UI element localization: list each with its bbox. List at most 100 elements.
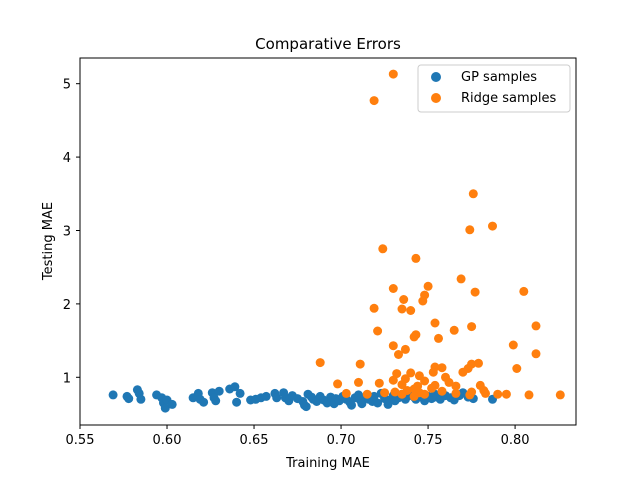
ridge-samples-point-2 bbox=[468, 189, 478, 199]
y-axis-label: Testing MAE bbox=[41, 202, 56, 281]
ridge-samples-point-66 bbox=[341, 388, 351, 398]
gp-samples-point-29 bbox=[272, 393, 282, 403]
ridge-samples-point-55 bbox=[451, 381, 461, 391]
gp-samples-point-19 bbox=[214, 386, 224, 396]
gp-samples-point-2 bbox=[124, 394, 134, 404]
chart-title: Comparative Errors bbox=[255, 35, 401, 53]
gp-samples-point-60 bbox=[369, 391, 379, 401]
x-tick-label-5: 0.80 bbox=[501, 433, 530, 448]
ridge-samples-point-25 bbox=[434, 333, 443, 343]
y-tick-label-1: 2 bbox=[63, 298, 71, 313]
ridge-samples-point-24 bbox=[409, 332, 419, 342]
ridge-samples-point-10 bbox=[470, 287, 480, 297]
ridge-samples-point-18 bbox=[430, 318, 440, 328]
ridge-samples-point-68 bbox=[380, 388, 390, 398]
ridge-samples-point-26 bbox=[388, 341, 398, 351]
ridge-samples-point-65 bbox=[493, 389, 503, 399]
legend-box bbox=[417, 64, 571, 113]
ridge-samples-point-21 bbox=[449, 325, 459, 335]
ridge-samples-point-4 bbox=[465, 225, 475, 235]
x-axis-label: Training MAE bbox=[285, 456, 370, 471]
ridge-samples-point-51 bbox=[444, 377, 454, 387]
gp-samples-point-27 bbox=[261, 391, 271, 401]
x-tick-label-1: 0.60 bbox=[153, 433, 182, 448]
legend-marker-ridge-samples bbox=[431, 93, 441, 103]
y-tick-label-3: 4 bbox=[63, 151, 71, 166]
x-axis-ticks: 0.55 0.60 0.65 0.70 0.75 0.80 bbox=[66, 425, 530, 448]
ridge-samples-point-1 bbox=[369, 96, 379, 106]
y-tick-label-2: 3 bbox=[63, 224, 71, 239]
ridge-samples-point-69 bbox=[397, 389, 407, 399]
gp-samples-point-23 bbox=[235, 388, 245, 398]
ridge-samples-point-50 bbox=[333, 379, 343, 389]
ridge-samples-point-72 bbox=[501, 389, 511, 399]
legend-label-ridge-samples: Ridge samples bbox=[461, 91, 557, 106]
ridge-samples-point-14 bbox=[418, 296, 428, 306]
ridge-samples-point-60 bbox=[390, 387, 400, 397]
ridge-samples-point-27 bbox=[508, 340, 518, 350]
ridge-samples-point-17 bbox=[406, 306, 416, 315]
ridge-samples-point-34 bbox=[474, 358, 483, 368]
gp-samples-point-37 bbox=[301, 402, 311, 412]
points-layer bbox=[108, 69, 565, 413]
gp-samples-point-9 bbox=[160, 403, 170, 413]
ridge-samples-point-75 bbox=[409, 391, 419, 401]
gp-samples-point-22 bbox=[232, 397, 242, 407]
ridge-samples-point-52 bbox=[397, 380, 407, 390]
ridge-samples-point-20 bbox=[531, 321, 541, 331]
ridge-samples-point-16 bbox=[397, 304, 407, 314]
ridge-samples-point-49 bbox=[374, 378, 384, 388]
ridge-samples-point-40 bbox=[458, 367, 468, 377]
ridge-samples-point-7 bbox=[456, 274, 466, 284]
ridge-samples-point-12 bbox=[519, 286, 529, 296]
gp-samples-point-5 bbox=[136, 394, 146, 404]
gp-samples-point-15 bbox=[199, 397, 209, 407]
y-tick-label-0: 1 bbox=[63, 371, 71, 386]
ridge-samples-point-36 bbox=[437, 363, 447, 373]
gp-samples-point-11 bbox=[167, 399, 177, 409]
ridge-samples-point-62 bbox=[437, 386, 447, 396]
ridge-samples-point-67 bbox=[362, 389, 372, 399]
ridge-samples-point-15 bbox=[369, 303, 379, 313]
ridge-samples-point-47 bbox=[420, 376, 430, 386]
ridge-samples-point-29 bbox=[394, 350, 403, 359]
ridge-samples-point-39 bbox=[428, 367, 438, 377]
ridge-samples-point-5 bbox=[378, 244, 388, 254]
ridge-samples-point-73 bbox=[524, 390, 534, 400]
ridge-samples-point-76 bbox=[465, 390, 475, 400]
plot-frame bbox=[79, 57, 577, 426]
ridge-samples-point-31 bbox=[315, 358, 325, 368]
ridge-samples-point-30 bbox=[531, 349, 541, 359]
ridge-samples-point-38 bbox=[512, 364, 522, 373]
ridge-samples-point-19 bbox=[467, 322, 477, 332]
legend-marker-gp-samples bbox=[431, 72, 441, 82]
ridge-samples-point-6 bbox=[411, 253, 421, 263]
ridge-samples-point-70 bbox=[420, 389, 430, 399]
ridge-samples-point-28 bbox=[400, 344, 410, 354]
x-tick-label-4: 0.75 bbox=[414, 433, 443, 448]
gp-samples-point-18 bbox=[211, 396, 221, 406]
legend: GP samples Ridge samples bbox=[417, 64, 571, 113]
gp-samples-point-0 bbox=[108, 390, 118, 400]
x-tick-label-3: 0.70 bbox=[327, 433, 356, 448]
ridge-samples-point-3 bbox=[488, 221, 497, 231]
ridge-samples-point-77 bbox=[479, 386, 489, 395]
legend-label-gp-samples: GP samples bbox=[461, 70, 537, 85]
ridge-samples-point-22 bbox=[373, 326, 383, 336]
gp-samples-point-52 bbox=[347, 400, 356, 410]
ridge-samples-point-8 bbox=[423, 281, 433, 291]
x-tick-label-2: 0.65 bbox=[240, 433, 269, 448]
ridge-samples-point-46 bbox=[388, 375, 398, 385]
ridge-samples-point-74 bbox=[555, 390, 565, 400]
gp-samples-point-56 bbox=[357, 399, 367, 409]
ridge-samples-point-48 bbox=[354, 377, 363, 387]
y-tick-label-4: 5 bbox=[63, 78, 71, 93]
ridge-samples-point-13 bbox=[399, 295, 409, 304]
ridge-samples-point-9 bbox=[388, 284, 398, 293]
gp-samples-point-21 bbox=[230, 382, 240, 392]
gp-samples-point-61 bbox=[373, 398, 383, 408]
ridge-samples-point-32 bbox=[355, 359, 365, 369]
x-tick-label-0: 0.55 bbox=[66, 433, 95, 448]
ridge-samples-point-58 bbox=[427, 383, 437, 393]
